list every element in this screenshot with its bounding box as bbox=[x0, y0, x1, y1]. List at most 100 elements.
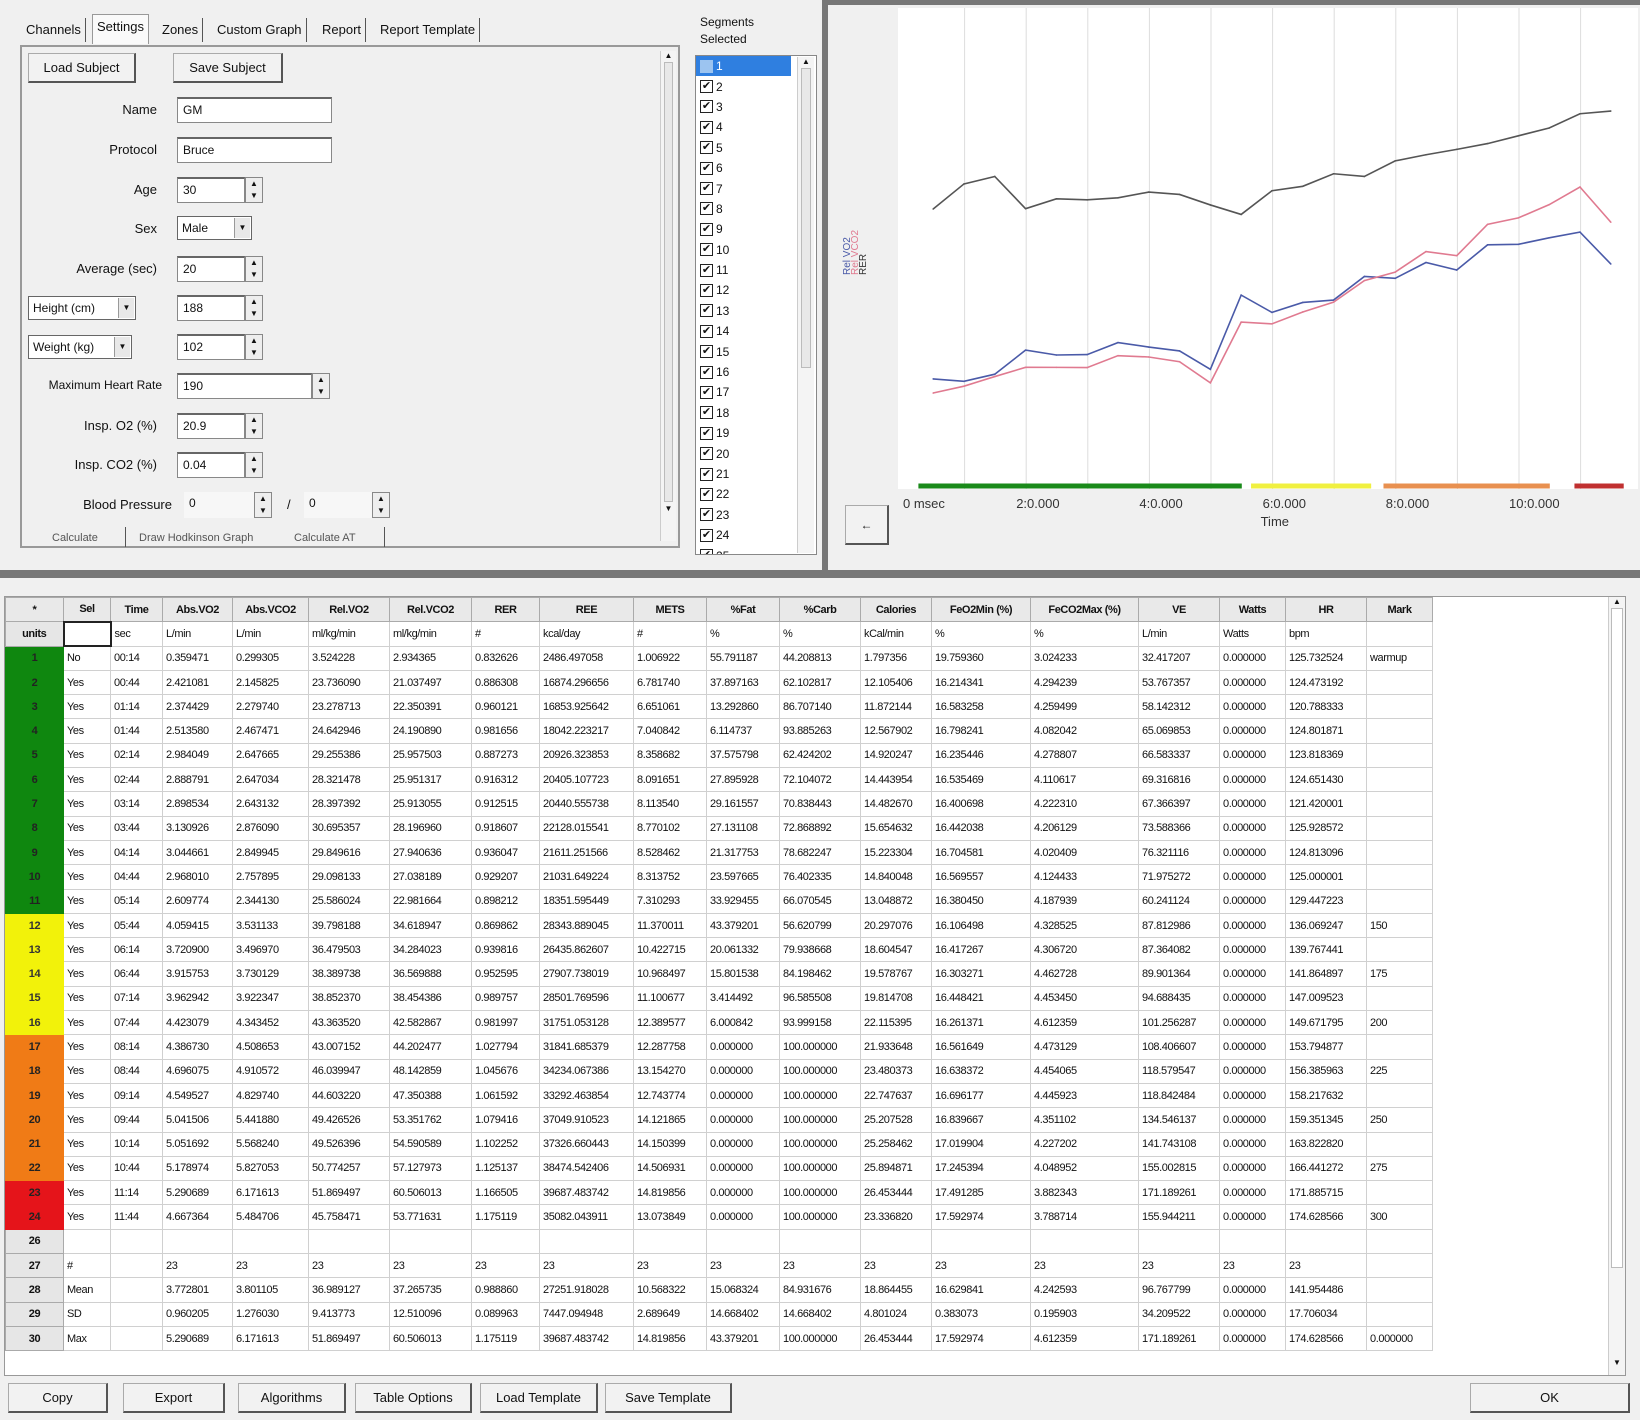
ok-button[interactable]: OK bbox=[1470, 1383, 1630, 1413]
row-label[interactable]: 9 bbox=[5, 839, 64, 866]
table-row[interactable]: 28 Mean 3.772801 3.801105 36.989127 37.265735… bbox=[5, 1277, 1433, 1303]
segment-item[interactable]: ✔ 15 bbox=[696, 341, 816, 361]
row-label[interactable]: 17 bbox=[5, 1034, 64, 1060]
unit-cell[interactable] bbox=[62, 620, 112, 648]
row-label[interactable]: 18 bbox=[5, 1058, 64, 1084]
average-spinner[interactable]: ▲ ▼ bbox=[245, 256, 263, 282]
segment-item[interactable]: ✔ 3 bbox=[696, 97, 816, 117]
table-row[interactable]: 15 Yes 07:14 3.962942 3.922347 38.852370 38.45… bbox=[5, 985, 1433, 1012]
segment-item[interactable]: ✔ 8 bbox=[696, 199, 816, 219]
column-header[interactable]: %Fat bbox=[706, 597, 780, 623]
bp-diastolic-field[interactable]: 0 bbox=[304, 492, 372, 518]
segments-scrollbar[interactable]: ▲ bbox=[797, 57, 814, 553]
save-subject-button[interactable]: Save Subject bbox=[173, 53, 283, 83]
table-scrollbar[interactable]: ▲ ▼ bbox=[1608, 597, 1625, 1375]
checkbox[interactable]: ✔ bbox=[700, 447, 713, 461]
segment-item[interactable]: ✔ 24 bbox=[696, 525, 816, 545]
segments-list[interactable]: 1 ✔ 2 ✔ 3 ✔ 4 ✔ 5 ✔ 6 ✔ 7 ✔ 8 ✔ 9 ✔ 10 ✔ 11 ✔ 12 ✔ 13 ✔ 14 ✔ 15 ✔ 16 ✔ 1… bbox=[695, 55, 817, 555]
checkbox[interactable]: ✔ bbox=[700, 263, 713, 277]
table-row[interactable]: 13 Yes 06:14 3.720900 3.496970 36.479503 34.28… bbox=[5, 937, 1433, 963]
row-label[interactable]: 22 bbox=[5, 1155, 64, 1182]
tab-settings[interactable]: Settings bbox=[92, 14, 149, 44]
row-label[interactable]: 3 bbox=[5, 694, 64, 720]
segment-item[interactable]: ✔ 19 bbox=[696, 423, 816, 443]
algorithms-button[interactable]: Algorithms bbox=[238, 1383, 346, 1413]
row-label[interactable]: 6 bbox=[5, 767, 64, 793]
checkbox[interactable]: ✔ bbox=[700, 141, 713, 155]
table-row[interactable]: 11 Yes 05:14 2.609774 2.344130 25.586024 22.98… bbox=[5, 888, 1433, 914]
age-spinner[interactable]: ▲ ▼ bbox=[245, 177, 263, 203]
table-row[interactable]: 7 Yes 03:14 2.898534 2.643132 28.397392 25.913… bbox=[5, 791, 1433, 817]
table-row[interactable]: 21 Yes 10:14 5.051692 5.568240 49.526396 54.59… bbox=[5, 1131, 1433, 1157]
scroll-up-icon[interactable]: ▲ bbox=[1613, 597, 1621, 606]
checkbox[interactable]: ✔ bbox=[700, 243, 713, 257]
row-label[interactable]: 7 bbox=[5, 791, 64, 817]
checkbox[interactable]: ✔ bbox=[700, 365, 713, 379]
table-row[interactable]: 20 Yes 09:44 5.041506 5.441880 49.426526 53.35… bbox=[5, 1107, 1433, 1133]
column-header[interactable]: METS bbox=[633, 597, 707, 623]
row-label[interactable]: 21 bbox=[5, 1131, 64, 1157]
checkbox[interactable]: ✔ bbox=[700, 426, 713, 440]
checkbox[interactable]: ✔ bbox=[700, 202, 713, 216]
table-row[interactable]: 14 Yes 06:44 3.915753 3.730129 38.389738 36.56… bbox=[5, 961, 1433, 987]
segment-item[interactable]: ✔ 9 bbox=[696, 219, 816, 239]
row-label[interactable]: 24 bbox=[5, 1204, 64, 1230]
table-row[interactable]: 22 Yes 10:44 5.178974 5.827053 50.774257 57.12… bbox=[5, 1155, 1433, 1182]
table-row[interactable]: 8 Yes 03:44 3.130926 2.876090 30.695357 28.196… bbox=[5, 815, 1433, 841]
column-header[interactable]: Abs.VO2 bbox=[162, 597, 233, 623]
insp-co2-spinner[interactable]: ▲ ▼ bbox=[245, 452, 263, 478]
scroll-thumb[interactable] bbox=[801, 68, 811, 368]
sex-select[interactable]: Male ▼ bbox=[177, 216, 252, 240]
segment-item[interactable]: ✔ 20 bbox=[696, 443, 816, 463]
scroll-thumb[interactable] bbox=[1611, 608, 1623, 1268]
table-row[interactable]: 10 Yes 04:44 2.968010 2.757895 29.098133 27.03… bbox=[5, 864, 1433, 890]
checkbox[interactable]: ✔ bbox=[700, 222, 713, 236]
segment-item[interactable]: ✔ 2 bbox=[696, 76, 816, 96]
checkbox[interactable]: ✔ bbox=[700, 304, 713, 318]
tab-custom-graph[interactable]: Custom Graph bbox=[213, 18, 307, 42]
segment-item[interactable]: ✔ 21 bbox=[696, 464, 816, 484]
table-row[interactable]: 2 Yes 00:44 2.421081 2.145825 23.736090 21.037… bbox=[5, 669, 1433, 696]
checkbox[interactable]: ✔ bbox=[700, 120, 713, 134]
segment-item[interactable]: ✔ 6 bbox=[696, 158, 816, 178]
draw-graph-button[interactable]: Draw Hodkinson Graph bbox=[139, 532, 254, 544]
row-label[interactable]: 27 bbox=[5, 1253, 64, 1279]
scroll-down-icon[interactable]: ▼ bbox=[664, 504, 673, 513]
table-row[interactable]: 1 No 00:14 0.359471 0.299305 3.524228 2.934365… bbox=[5, 645, 1433, 671]
column-header[interactable]: Watts bbox=[1219, 597, 1286, 623]
tab-report-template[interactable]: Report Template bbox=[376, 18, 481, 42]
max-heart-rate-spinner[interactable]: ▲ ▼ bbox=[312, 373, 330, 399]
bp-systolic-field[interactable]: 0 bbox=[184, 492, 254, 518]
column-header[interactable]: Rel.VO2 bbox=[308, 597, 390, 623]
row-label[interactable]: 2 bbox=[5, 669, 64, 696]
weight-spinner[interactable]: ▲ ▼ bbox=[245, 334, 263, 360]
segment-item[interactable]: ✔ 4 bbox=[696, 117, 816, 137]
column-header[interactable]: Calories bbox=[860, 597, 932, 623]
segment-item[interactable]: 1 bbox=[696, 56, 791, 77]
tab-report[interactable]: Report bbox=[318, 18, 367, 42]
scroll-thumb[interactable] bbox=[664, 62, 673, 502]
column-header[interactable]: RER bbox=[471, 597, 540, 623]
bp-diastolic-spinner[interactable]: ▲ ▼ bbox=[372, 492, 390, 518]
column-header[interactable]: Abs.VCO2 bbox=[232, 597, 309, 623]
checkbox[interactable]: ✔ bbox=[700, 406, 713, 420]
table-row[interactable]: 29 SD 0.960205 1.276030 9.413773 12.510096 0.0… bbox=[5, 1301, 1433, 1327]
row-label[interactable]: 12 bbox=[5, 912, 64, 939]
checkbox[interactable]: ✔ bbox=[700, 549, 713, 554]
row-label[interactable]: 16 bbox=[5, 1010, 64, 1036]
scroll-up-icon[interactable]: ▲ bbox=[664, 51, 673, 60]
segment-item[interactable]: ✔25 bbox=[696, 545, 816, 554]
segment-item[interactable]: ✔ 18 bbox=[696, 403, 816, 423]
segment-item[interactable]: ✔ 5 bbox=[696, 138, 816, 158]
segment-item[interactable]: ✔ 11 bbox=[696, 260, 816, 280]
row-label[interactable]: 26 bbox=[5, 1228, 64, 1255]
tab-channels[interactable]: Channels bbox=[22, 18, 86, 42]
table-row[interactable]: 3 Yes 01:14 2.374429 2.279740 23.278713 22.350… bbox=[5, 694, 1433, 720]
chart-back-button[interactable]: ← bbox=[845, 505, 889, 545]
table-row[interactable]: 16 Yes 07:44 4.423079 4.343452 43.363520 42.58… bbox=[5, 1010, 1433, 1036]
row-label[interactable]: 10 bbox=[5, 864, 64, 890]
column-header[interactable]: %Carb bbox=[779, 597, 861, 623]
checkbox[interactable]: ✔ bbox=[700, 528, 713, 542]
row-label[interactable]: 28 bbox=[5, 1277, 64, 1303]
table-row[interactable]: 26 bbox=[5, 1228, 1433, 1255]
